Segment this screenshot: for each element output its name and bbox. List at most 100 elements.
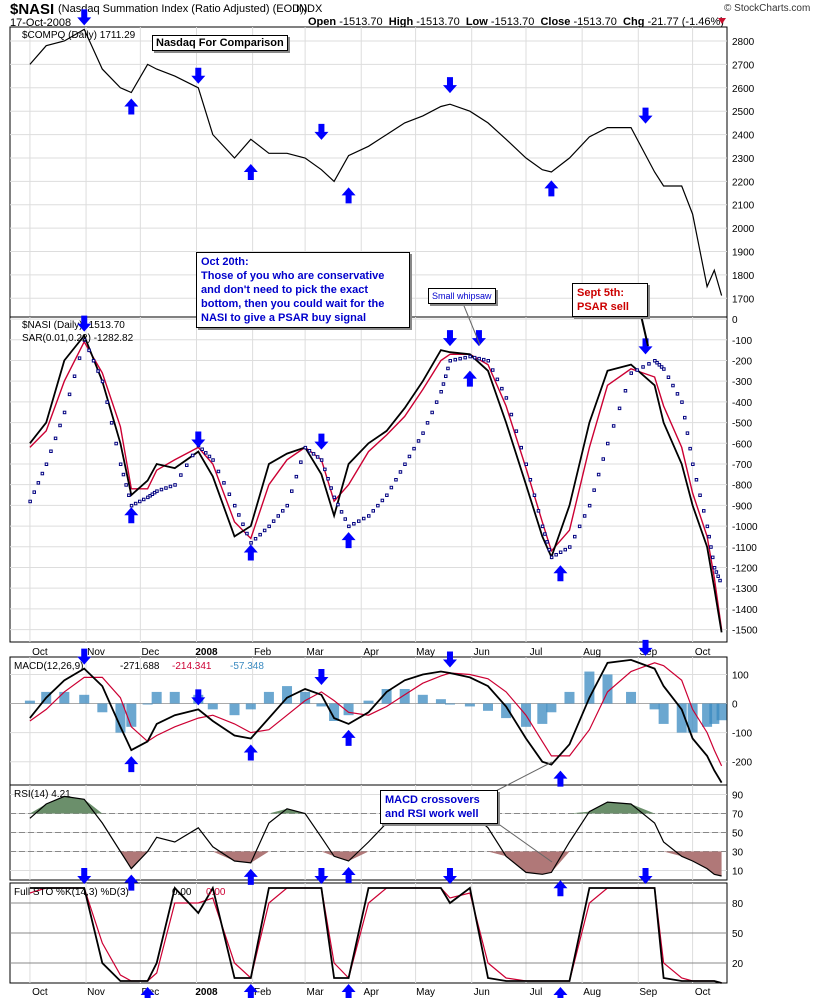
sar-point	[554, 553, 558, 557]
sell-arrow-icon	[638, 107, 653, 124]
sar-point	[698, 493, 702, 497]
note-macd-rsi: MACD crossovers and RSI work well	[380, 790, 498, 824]
sar-point	[262, 528, 267, 533]
compq-y-tick-label: 2500	[732, 107, 755, 118]
sar-point	[281, 509, 285, 513]
sell-arrow-icon	[442, 77, 457, 94]
macd-histogram-bar	[329, 703, 340, 721]
quote-line: Open -1513.70 High -1513.70 Low -1513.70…	[308, 16, 724, 28]
sar-point	[453, 357, 457, 362]
x-axis-label-mid: May	[416, 647, 435, 658]
sar-point	[421, 431, 425, 435]
note-oct20-line: and don't need to pick the exact	[201, 284, 369, 296]
sar-point	[227, 492, 232, 496]
sar-point	[105, 400, 109, 404]
nasi-y-tick-label: -1300	[732, 584, 758, 595]
sar-point	[458, 356, 462, 361]
low-label: Low	[465, 16, 488, 28]
buy-arrow-icon	[544, 180, 559, 197]
sar-point	[653, 359, 657, 363]
sar-point	[352, 522, 356, 526]
macd-histogram-bar	[300, 691, 311, 704]
sar-point	[714, 570, 719, 574]
sar-point	[249, 541, 253, 545]
chart-symbol: $NASI	[10, 1, 55, 18]
x-axis-label-bottom: May	[416, 987, 435, 998]
sar-point	[582, 514, 587, 518]
sar-point	[114, 441, 118, 446]
sto-d-value: 0.00	[206, 887, 226, 898]
x-axis-label-bottom: Sep	[639, 987, 657, 998]
sar-point	[109, 421, 114, 425]
sar-point	[543, 532, 547, 536]
sar-point	[491, 368, 495, 372]
macd-histogram-bar	[602, 674, 613, 704]
sar-point	[596, 472, 601, 477]
sell-arrow-icon	[191, 689, 206, 706]
macd-histogram-bar	[626, 691, 637, 704]
compq-legend: $COMPQ (Daily) 1711.29	[22, 30, 136, 41]
nasi-y-tick-label: 0	[732, 315, 738, 326]
x-axis-label-bottom: Aug	[583, 987, 601, 998]
sar-point	[712, 566, 717, 570]
sar-point	[267, 524, 271, 529]
sell-arrow-icon	[314, 123, 329, 140]
sar-point	[482, 357, 486, 362]
nasi-y-tick-label: -600	[732, 439, 752, 450]
macd-histogram-bar	[464, 703, 475, 707]
nasi-y-tick-label: -1400	[732, 605, 758, 616]
sar-point	[641, 365, 645, 369]
sar-point	[276, 514, 280, 518]
sar-point	[573, 534, 577, 539]
sar-point	[36, 481, 41, 485]
sar-point	[380, 498, 385, 503]
compq-y-tick-label: 2300	[732, 154, 755, 165]
compq-y-tick-label: 2400	[732, 131, 755, 142]
sell-arrow-icon	[77, 868, 92, 884]
sell-arrow-icon	[638, 868, 653, 884]
sar-point	[362, 516, 366, 521]
buy-arrow-icon	[341, 867, 356, 883]
sar-point	[367, 514, 371, 518]
sar-point	[587, 503, 592, 508]
buy-arrow-icon	[243, 163, 258, 180]
sar-point	[207, 454, 212, 459]
sto-y-tick-label: 20	[732, 959, 744, 970]
sar-point	[237, 513, 241, 517]
sar-point	[285, 503, 289, 508]
sar-point	[412, 446, 416, 451]
sar-point	[58, 423, 62, 428]
sto-k-value: 0.00	[172, 887, 192, 898]
sell-arrow-icon	[77, 315, 92, 332]
sto-y-tick-label: 80	[732, 899, 744, 910]
macd-histogram-bar	[24, 700, 35, 704]
sar-point	[77, 356, 82, 360]
nasi-legend: $NASI (Daily) -1513.70	[22, 320, 125, 331]
macd-histogram-bar	[658, 703, 669, 724]
stockcharts-logo[interactable]: © StockCharts.com	[724, 3, 811, 14]
nasi-y-tick-label: -1100	[732, 543, 757, 554]
macd-histogram-bar	[263, 691, 274, 704]
x-axis-label-mid: Nov	[87, 647, 105, 658]
macd-histogram-bar	[282, 686, 293, 704]
x-axis-label-mid: 2008	[195, 647, 218, 658]
sar-point	[568, 545, 572, 549]
x-axis-label-mid: Jul	[530, 647, 543, 658]
note-sept5-line: PSAR sell	[577, 301, 629, 313]
sar-point	[647, 362, 651, 366]
sell-arrow-icon	[314, 868, 329, 884]
sar-point	[142, 497, 146, 502]
macd-histogram-bar	[97, 703, 108, 713]
close-label: Close	[540, 16, 571, 28]
sar-point	[173, 483, 177, 487]
nasi-y-tick-label: -100	[732, 336, 752, 347]
sar-point	[190, 453, 195, 458]
sar-point	[540, 524, 545, 529]
compq-y-tick-label: 2700	[732, 60, 755, 71]
sar-point	[711, 555, 715, 560]
sar-point	[376, 503, 380, 508]
sar-point	[577, 524, 582, 529]
sto-y-tick-label: 50	[732, 929, 744, 940]
sar-point	[514, 429, 519, 433]
macd-histogram-bar	[381, 689, 392, 704]
